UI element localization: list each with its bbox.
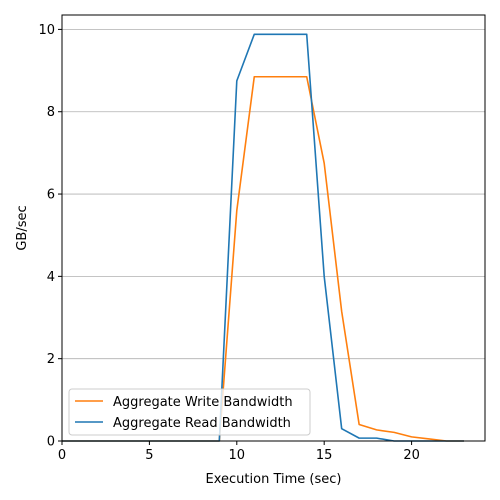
y-tick-label: 2 (47, 352, 55, 367)
y-axis-label: GB/sec (15, 205, 30, 250)
y-tick-label: 0 (47, 435, 55, 450)
legend-label: Aggregate Read Bandwidth (113, 416, 291, 431)
plot-frame (61, 14, 486, 442)
axis-ticks: 0 2 4 6 8 10 0 5 10 15 20 (38, 23, 419, 463)
x-axis-label: Execution Time (sec) (206, 472, 342, 487)
x-tick-label: 20 (403, 448, 420, 463)
y-tick-label: 4 (47, 270, 55, 285)
legend-label: Aggregate Write Bandwidth (113, 395, 293, 410)
x-tick-label: 10 (229, 448, 246, 463)
x-tick-label: 5 (145, 448, 153, 463)
legend: Aggregate Write Bandwidth Aggregate Read … (68, 388, 311, 436)
y-tick-label: 10 (38, 23, 55, 38)
x-tick-label: 0 (58, 448, 66, 463)
legend-box (68, 388, 311, 436)
y-tick-label: 6 (47, 188, 55, 203)
x-tick-label: 15 (316, 448, 333, 463)
y-tick-label: 8 (47, 105, 55, 120)
